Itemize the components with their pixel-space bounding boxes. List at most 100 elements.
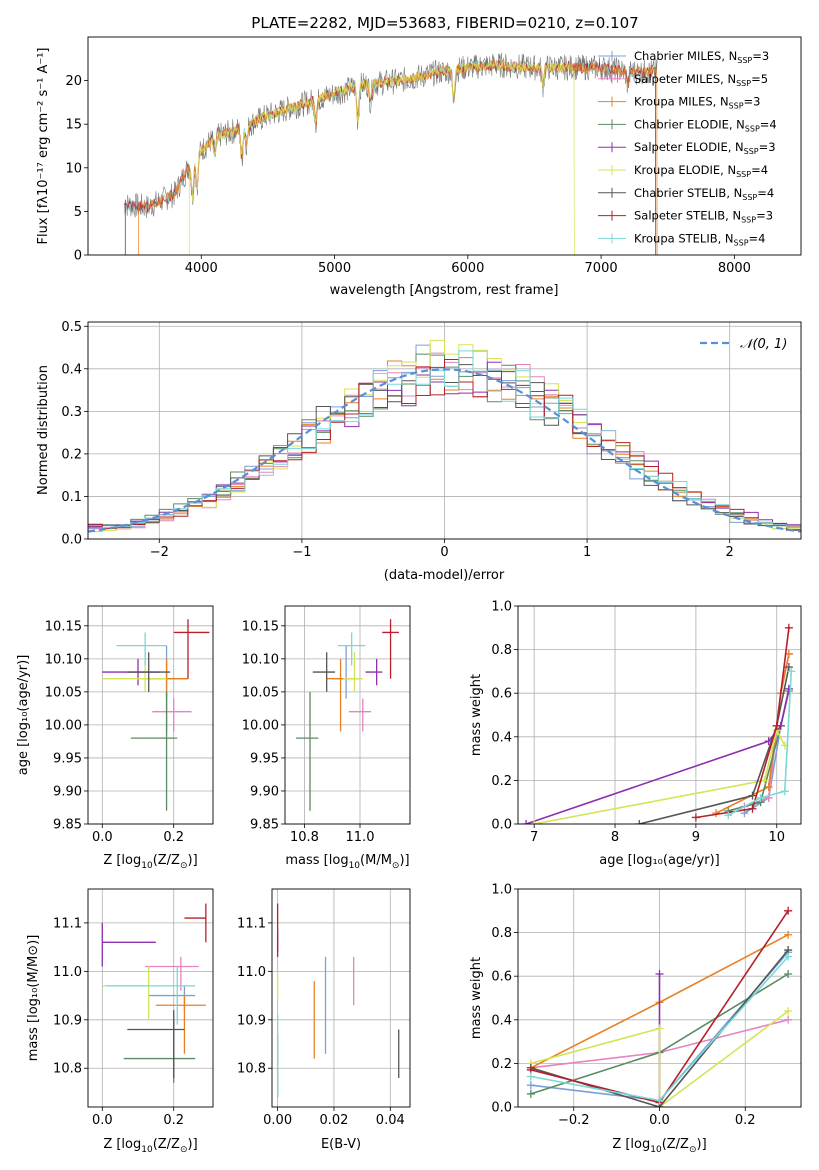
marker-salpeter_stelib [784, 623, 793, 632]
x-tick-label: −2 [150, 545, 169, 560]
legend-label-main: Salpeter ELODIE, N [634, 140, 744, 154]
error-bars [296, 619, 399, 811]
marker-kroupa_elodie [760, 776, 769, 785]
legend-label-tail: =3 [759, 140, 776, 154]
y-tick-label: 10.9 [53, 1013, 82, 1028]
x-axis-label-part: Z [log [612, 1137, 650, 1152]
y-tick-label: 10.15 [45, 619, 82, 634]
x-tick-label: 8 [611, 830, 619, 845]
x-tick-label: 9 [692, 830, 700, 845]
y-tick-label: 0.6 [491, 687, 512, 702]
y-tick-label: 9.85 [53, 818, 82, 833]
line-salpeter_stelib [695, 627, 790, 819]
y-tick-label: 0.6 [491, 970, 512, 985]
legend-label-main: Chabrier STELIB, N [634, 186, 742, 200]
y-tick-label: 9.90 [53, 784, 82, 799]
legend-label-main: Chabrier ELODIE, N [634, 117, 745, 131]
marker-kroupa_miles [784, 930, 793, 939]
histograms [88, 339, 801, 533]
legend-label: Salpeter STELIB, NSSP=3 [634, 209, 773, 225]
x-tick-label: 10 [768, 830, 785, 845]
x-axis-label-part: ⊙ [392, 861, 400, 871]
x-axis-label: E(B-V) [321, 1137, 361, 1152]
x-tick-label: 0.04 [376, 1113, 405, 1128]
mass-weight-vs-age-panel: 7 8 9 10 0.0 0.2 0.4 0.6 0.8 1.0 age [log₁₀(age/yr… [469, 600, 802, 868]
marker-chabrier_stelib [635, 820, 644, 824]
weight-lines [526, 906, 793, 1107]
line-chabrier_miles [743, 688, 790, 814]
x-axis-label: (data-model)/error [384, 568, 505, 583]
axes-frame [271, 888, 411, 1108]
legend-label-main: Kroupa MILES, N [634, 95, 729, 109]
legend-label: Kroupa MILES, NSSP=3 [634, 95, 760, 111]
error-bars [102, 619, 210, 811]
axes-frame [284, 605, 411, 825]
legend-label: Chabrier ELODIE, NSSP=4 [634, 117, 777, 133]
legend-label: Salpeter MILES, NSSP=5 [634, 72, 768, 88]
y-tick-label: 0.8 [491, 926, 512, 941]
x-tick-label: 0.0 [92, 1113, 113, 1128]
legend-label-tail: =3 [752, 49, 769, 63]
legend-label-main: Kroupa STELIB, N [634, 231, 734, 245]
y-tick-label: 15 [65, 118, 82, 133]
x-axis-label: Z [log10(Z/Z⊙)] [103, 853, 197, 871]
marker-kroupa_elodie [784, 1007, 793, 1016]
marker-kroupa_stelib [784, 952, 793, 961]
x-axis-label-part: (Z/Z [662, 1137, 689, 1152]
legend-label-tail: =4 [749, 231, 766, 245]
x-tick-label: 6000 [451, 261, 484, 276]
x-axis-label-part: Z [log [103, 1137, 141, 1152]
axes-frame [517, 888, 802, 1108]
x-axis-label: wavelength [Angstrom, rest frame] [330, 283, 559, 298]
age-vs-mass-panel: 10.8 11.0 9.85 9.90 9.95 10.00 10.05 10.10 10.15… [242, 605, 411, 871]
spectrum-lines [123, 52, 658, 255]
marker-salpeter_stelib [748, 804, 757, 813]
y-tick-label: 9.95 [250, 751, 279, 766]
marker-salpeter_elodie [784, 684, 793, 693]
y-tick-label: 5 [74, 205, 82, 220]
y-axis-label: Flux [fλ10⁻¹⁷ erg cm⁻² s⁻¹ A⁻¹] [36, 48, 51, 245]
x-axis-label-part: ⊙ [180, 1145, 188, 1155]
x-tick-label: 0.2 [163, 830, 184, 845]
marker-kroupa_stelib [756, 793, 765, 802]
line-kroupa_elodie [534, 728, 786, 824]
y-tick-label: 0.2 [491, 1057, 512, 1072]
x-axis-label-part: 10 [349, 861, 361, 871]
x-tick-label: −1 [292, 545, 311, 560]
y-axis-label: mass weight [469, 957, 484, 1039]
x-tick-label: 7 [530, 830, 538, 845]
legend-label-main: Chabrier MILES, N [634, 49, 737, 63]
marker-salpeter_stelib [784, 906, 793, 915]
legend-label-sub: SSP [736, 170, 751, 179]
y-tick-label: 11.1 [237, 916, 266, 931]
y-tick-label: 9.90 [250, 784, 279, 799]
x-axis-label-part: )] [697, 1137, 707, 1152]
y-tick-label: 20 [65, 74, 82, 89]
legend-label-tail: =3 [756, 209, 773, 223]
spectrum-legend: Chabrier MILES, N SSP =3 Salpeter MILES, NS… [598, 49, 777, 247]
legend-label-sub: SSP [736, 79, 751, 88]
y-tick-label: 0.4 [61, 362, 82, 377]
mass-vs-z-panel: 0.0 0.2 10.8 10.9 11.0 11.1 Z [log10(Z/Z⊙)] mas… [26, 888, 214, 1155]
y-axis-label: age [log₁₀(age/yr)] [16, 655, 31, 776]
x-axis-label-part: (Z/Z [153, 853, 180, 868]
marker-chabrier_stelib [748, 791, 757, 800]
y-tick-label: 10.10 [45, 652, 82, 667]
y-tick-label: 0.0 [491, 818, 512, 833]
legend-label-tail: =4 [751, 163, 768, 177]
line-kroupa_elodie [530, 1010, 789, 1107]
y-tick-label: 11.1 [53, 916, 82, 931]
y-tick-label: 11.0 [53, 965, 82, 980]
y-tick-label: 10 [65, 161, 82, 176]
y-tick-label: 0.1 [61, 490, 82, 505]
error-bars [101, 903, 207, 1083]
legend-label: Chabrier STELIB, NSSP=4 [634, 186, 774, 202]
marker-kroupa_stelib [655, 1096, 664, 1105]
spectrum-panel: 4000 5000 6000 7000 8000 0 5 10 15 20 Chabrier MIL… [36, 36, 802, 298]
y-tick-label: 1.0 [491, 600, 512, 615]
x-axis-label-part: ⊙ [689, 1145, 697, 1155]
x-axis-label-part: (M/M [360, 853, 392, 868]
x-axis-label-part: ⊙ [180, 861, 188, 871]
marker-chabrier_miles [526, 1081, 535, 1090]
axes-frame [87, 888, 214, 1108]
